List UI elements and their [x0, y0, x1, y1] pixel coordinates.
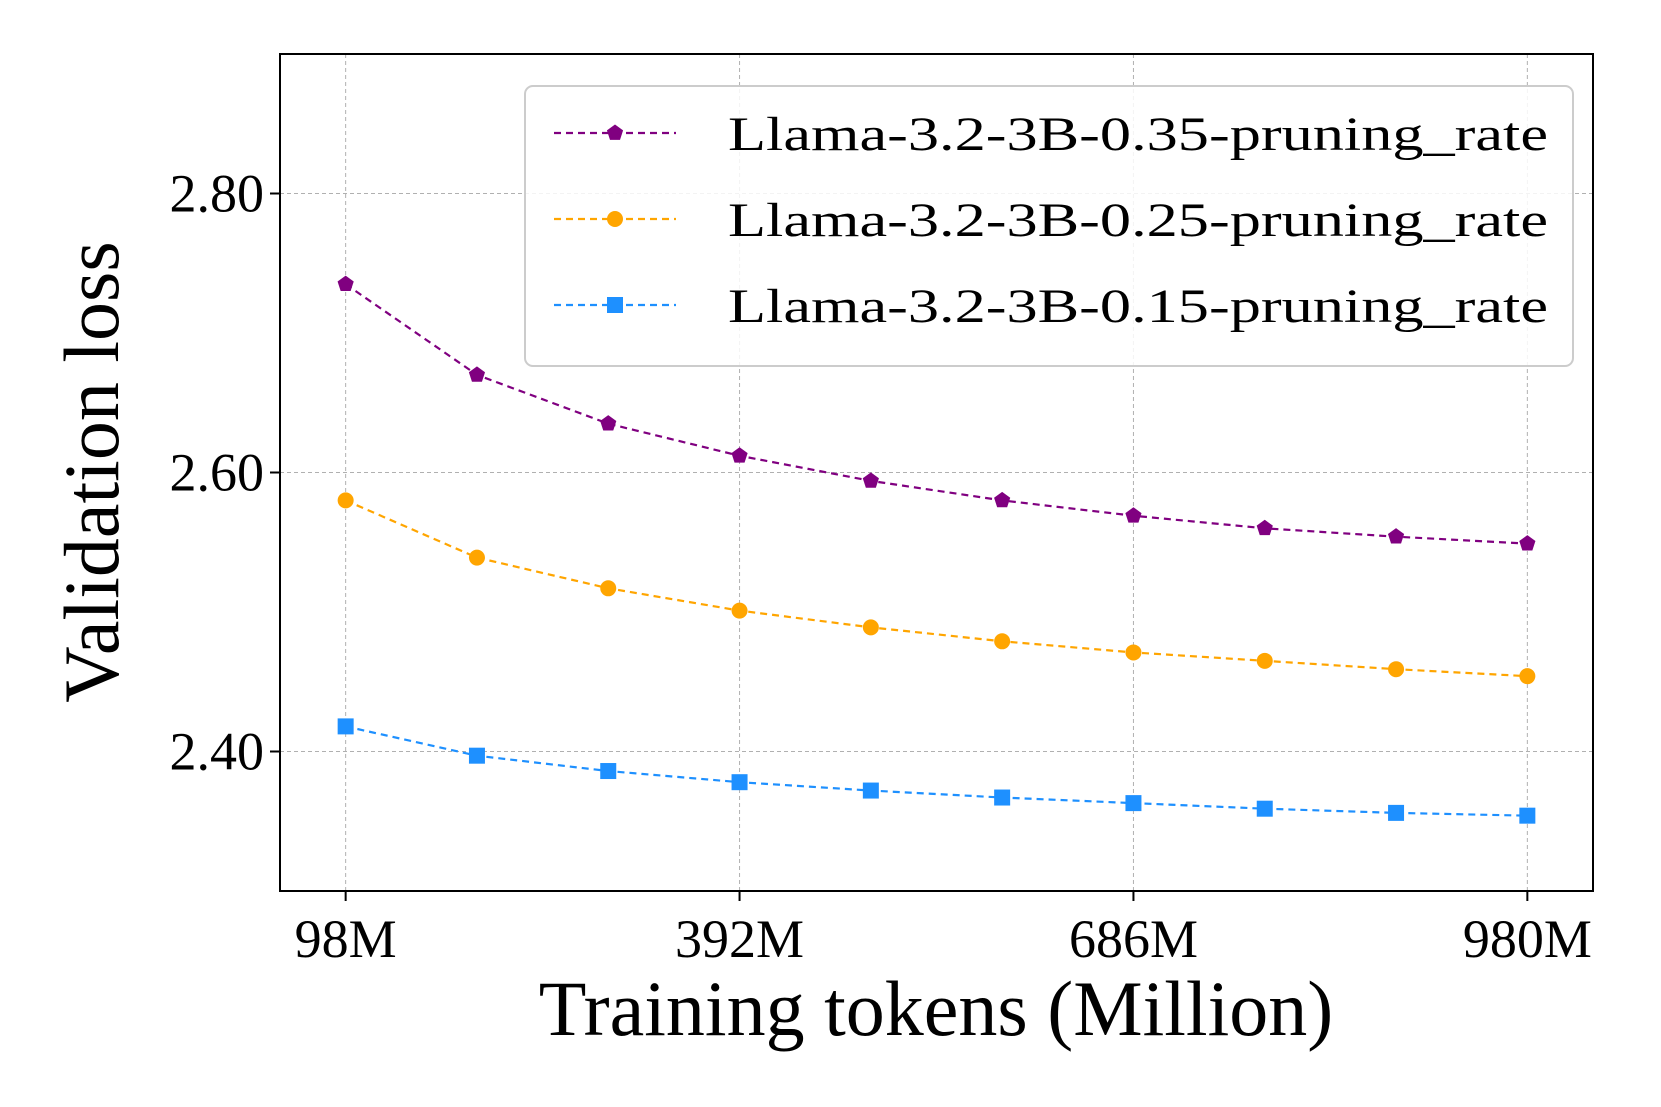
data-point: [1125, 507, 1142, 523]
data-point: [1519, 535, 1536, 551]
data-point: [1519, 807, 1536, 824]
series-3: [337, 718, 1536, 824]
data-point: [994, 633, 1011, 650]
legend-label: Llama-3.2-3B-0.25-pruning_rate: [728, 194, 1548, 247]
y-tick-label: 2.60: [170, 443, 265, 503]
data-point: [600, 763, 617, 780]
data-point: [731, 774, 748, 791]
x-tick-label: 686M: [1069, 909, 1198, 969]
x-axis-title: Training tokens (Million): [539, 965, 1333, 1052]
data-point: [1125, 795, 1142, 812]
series-line: [345, 725, 1528, 817]
legend-label: Llama-3.2-3B-0.35-pruning_rate: [728, 108, 1548, 161]
legend: Llama-3.2-3B-0.35-pruning_rate Llama-3.2-…: [524, 85, 1574, 367]
data-point: [468, 747, 485, 764]
data-point: [337, 492, 354, 509]
series-line: [345, 283, 1528, 545]
data-point: [1256, 652, 1273, 669]
series-2: [337, 492, 1536, 685]
data-point: [1519, 668, 1536, 685]
legend-item: Llama-3.2-3B-0.25-pruning_rate: [554, 194, 1548, 247]
data-point: [862, 472, 879, 488]
series-line: [345, 499, 1528, 678]
data-point: [1388, 661, 1405, 678]
data-point: [1125, 644, 1142, 661]
data-point: [862, 782, 879, 799]
x-tick-label: 980M: [1463, 909, 1592, 969]
legend-marker: [606, 124, 624, 140]
legend-box: [524, 85, 1574, 367]
y-axis-title: Validation loss: [48, 241, 135, 703]
data-point: [731, 602, 748, 619]
legend-item: Llama-3.2-3B-0.15-pruning_rate: [554, 280, 1548, 333]
axis-ticks: 98M 392M 686M 980M 2.40 2.60 2.80: [170, 164, 1592, 970]
data-point: [600, 580, 617, 597]
data-point: [1256, 800, 1273, 817]
y-tick-label: 2.80: [170, 164, 265, 224]
data-point: [1387, 528, 1405, 544]
data-point: [468, 366, 486, 382]
data-point: [994, 789, 1011, 806]
x-tick-label: 392M: [675, 909, 804, 969]
data-point: [600, 415, 617, 431]
y-tick-label: 2.40: [170, 722, 265, 782]
data-point: [994, 491, 1011, 508]
x-tick-label: 98M: [295, 909, 397, 969]
series-1: [337, 275, 1536, 551]
legend-marker: [607, 297, 623, 313]
data-point: [731, 447, 748, 463]
legend-item: Llama-3.2-3B-0.35-pruning_rate: [554, 108, 1548, 161]
data-point: [1388, 804, 1405, 821]
data-point: [468, 549, 485, 566]
series-layer: [337, 275, 1536, 824]
legend-label: Llama-3.2-3B-0.15-pruning_rate: [728, 280, 1548, 333]
data-point: [337, 275, 354, 292]
data-point: [1256, 519, 1273, 536]
data-point: [337, 718, 354, 735]
legend-marker: [607, 211, 623, 227]
data-point: [862, 619, 879, 636]
